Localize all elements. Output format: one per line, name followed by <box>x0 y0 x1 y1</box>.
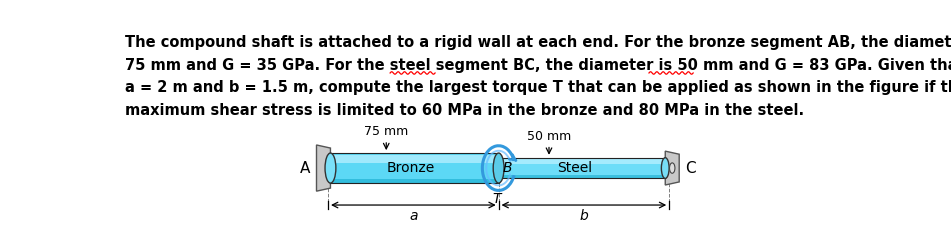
Bar <box>330 153 498 183</box>
Text: B: B <box>502 161 512 175</box>
Ellipse shape <box>670 163 675 173</box>
Text: C: C <box>685 161 695 176</box>
Ellipse shape <box>494 153 504 183</box>
Text: T: T <box>493 192 501 206</box>
Text: 50 mm: 50 mm <box>527 130 572 143</box>
Text: a: a <box>409 209 417 223</box>
Bar <box>498 159 666 165</box>
Bar <box>330 179 498 183</box>
Text: a = 2 m and b = 1.5 m, compute the largest torque T that can be applied as shown: a = 2 m and b = 1.5 m, compute the large… <box>126 80 951 95</box>
Polygon shape <box>666 151 679 185</box>
Text: 75 mm and G = 35 GPa. For the steel segment BC, the diameter is 50 mm and G = 83: 75 mm and G = 35 GPa. For the steel segm… <box>126 57 951 73</box>
Text: A: A <box>300 161 310 176</box>
Bar <box>330 154 498 163</box>
Text: The compound shaft is attached to a rigid wall at each end. For the bronze segme: The compound shaft is attached to a rigi… <box>126 35 951 50</box>
Text: Steel: Steel <box>557 161 592 175</box>
Bar <box>498 158 666 178</box>
Text: Bronze: Bronze <box>387 161 436 175</box>
Bar <box>498 175 666 178</box>
Text: 75 mm: 75 mm <box>364 125 408 138</box>
Ellipse shape <box>325 153 336 183</box>
Text: b: b <box>579 209 589 223</box>
Text: maximum shear stress is limited to 60 MPa in the bronze and 80 MPa in the steel.: maximum shear stress is limited to 60 MP… <box>126 103 805 118</box>
Ellipse shape <box>661 158 670 178</box>
Polygon shape <box>317 145 330 191</box>
